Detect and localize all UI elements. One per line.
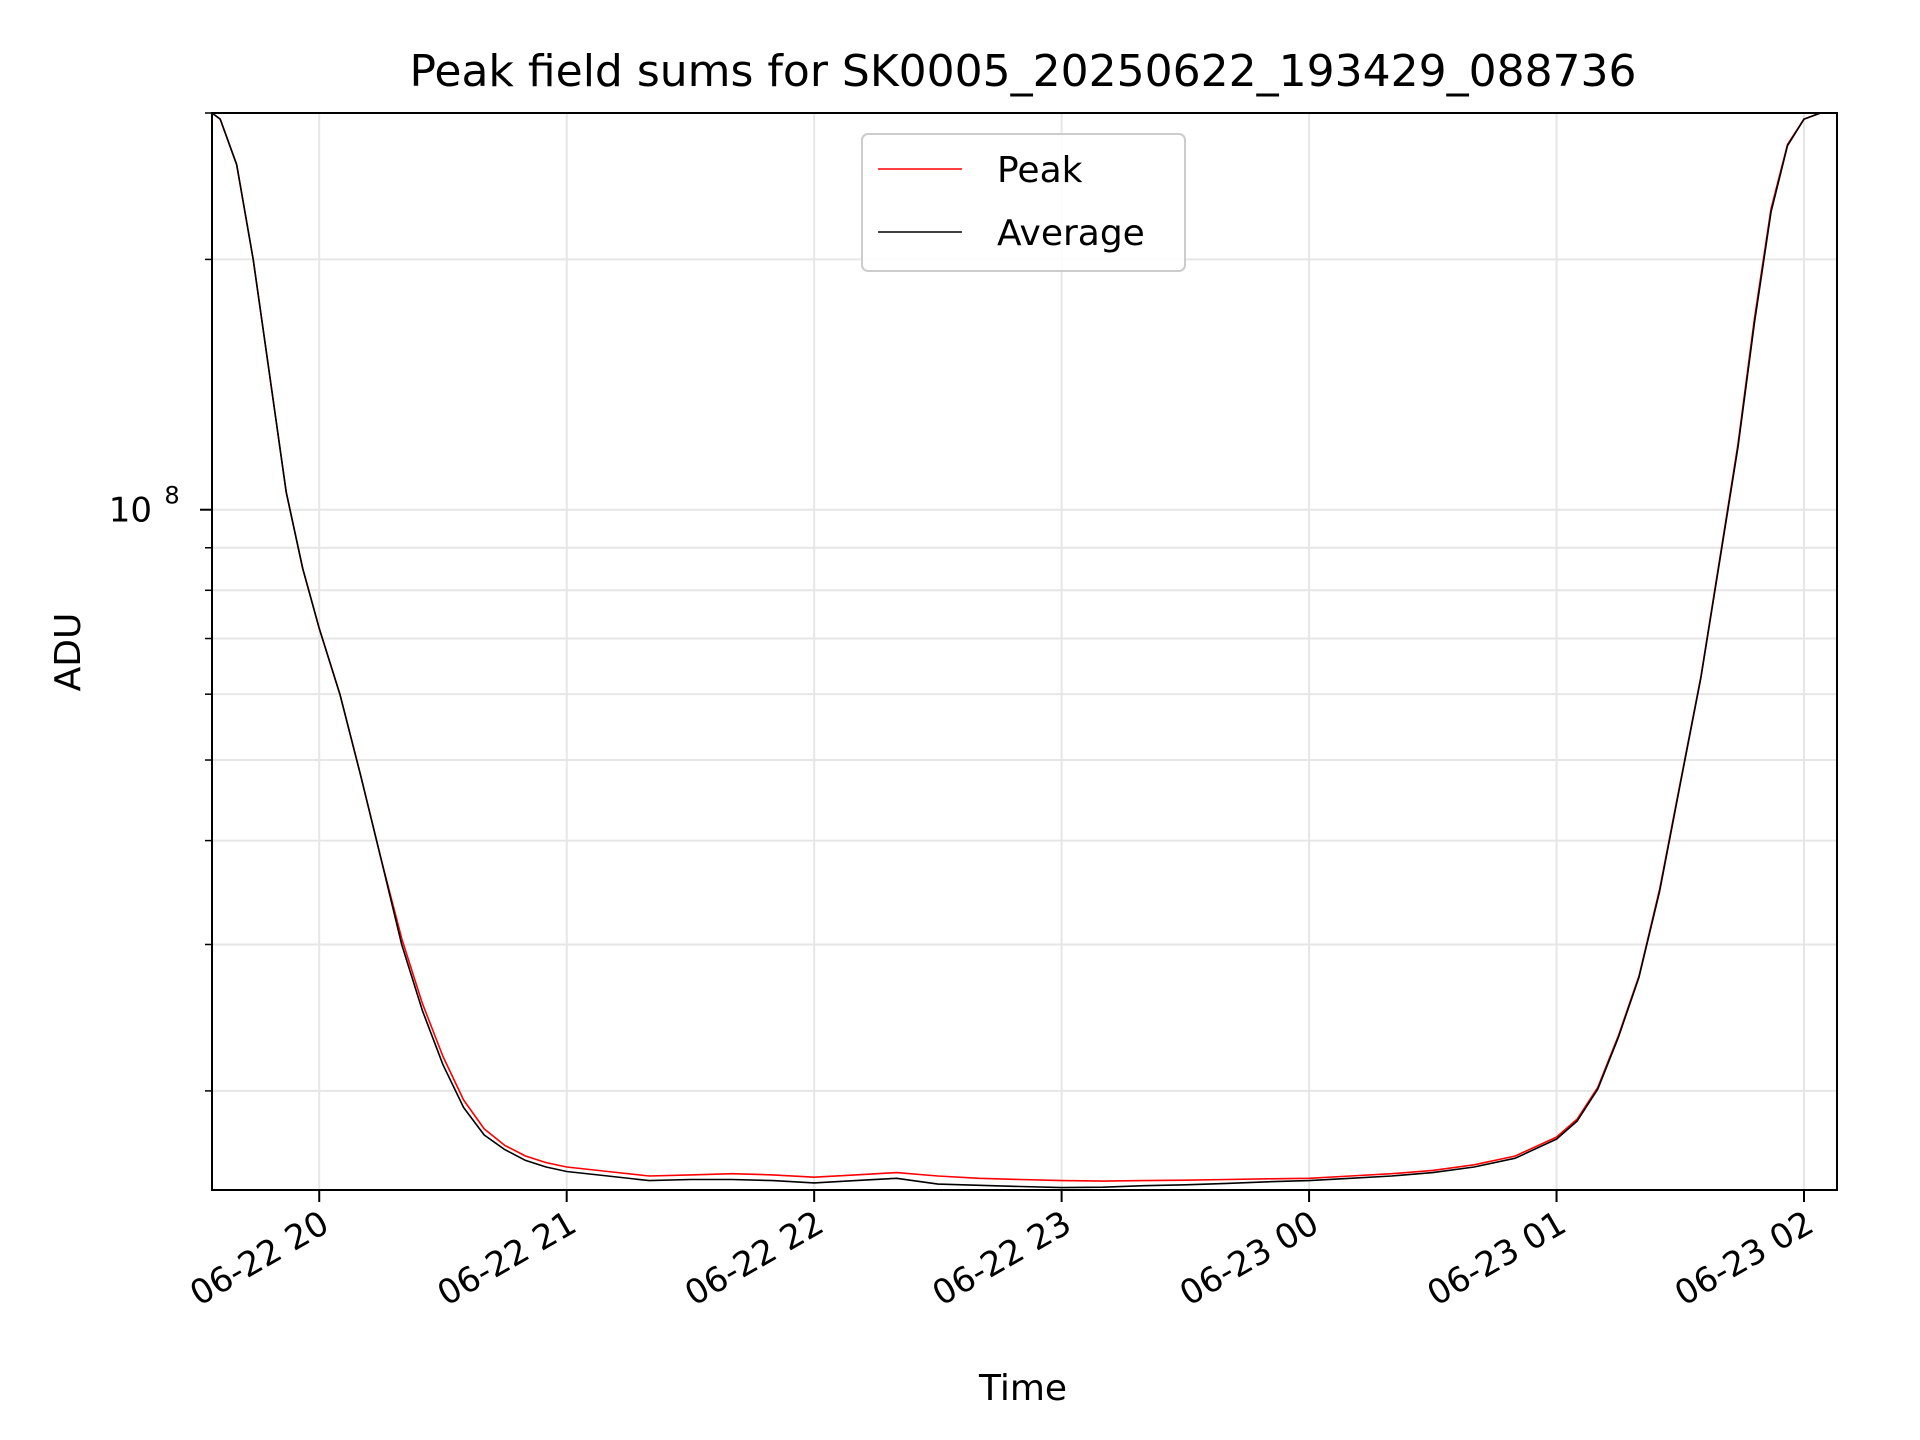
chart-title: Peak field sums for SK0005_20250622_1934… <box>409 46 1636 97</box>
plot-frame <box>211 112 1838 1191</box>
x-axis-label: Time <box>978 1368 1067 1409</box>
series-layer <box>211 112 1837 1189</box>
y-axis-label: ADU <box>48 613 89 692</box>
legend-label-peak: Peak <box>997 150 1083 191</box>
y-tick-label: 10 <box>109 491 152 531</box>
series-line-average <box>211 112 1837 1189</box>
legend: Peak Average <box>861 133 1186 272</box>
legend-label-average: Average <box>997 213 1145 254</box>
grid <box>212 112 1837 1190</box>
y-tick-label-exponent: 8 <box>164 482 179 510</box>
